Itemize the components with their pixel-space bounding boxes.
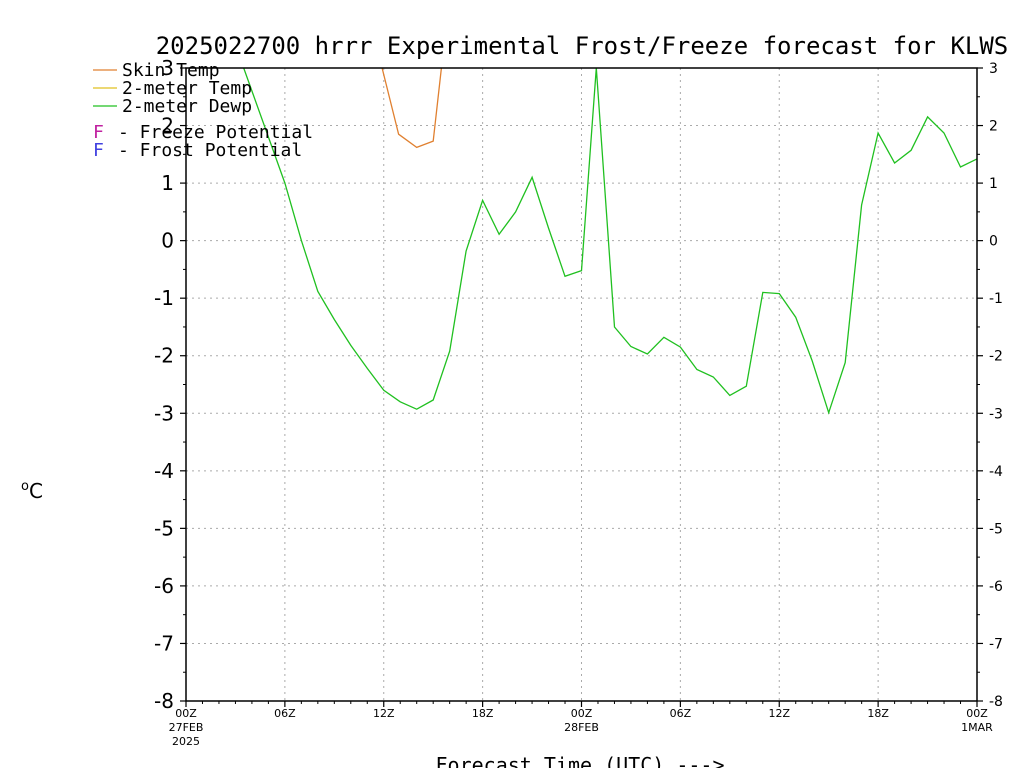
legend-potential-marker: F xyxy=(93,140,104,161)
y-tick-label-right: 1 xyxy=(989,176,998,192)
x-tick-label: 00Z xyxy=(966,707,988,720)
x-tick-label: 18Z xyxy=(867,707,889,720)
y-tick-label-left: -2 xyxy=(154,344,174,368)
y-tick-label-left: -3 xyxy=(154,401,174,425)
y-tick-label-left: -7 xyxy=(154,631,174,655)
y-tick-label-left: 2 xyxy=(161,114,174,138)
x-tick-label: 12Z xyxy=(768,707,790,720)
grid xyxy=(186,68,977,701)
x-axis-label: Forecast Time (UTC) ---> xyxy=(436,753,725,768)
y-tick-label-left: 1 xyxy=(161,171,174,195)
series-line-2-meter-dewp xyxy=(243,68,977,415)
x-tick-label: 06Z xyxy=(274,707,296,720)
x-tick-date: 27FEB xyxy=(169,721,204,734)
series-line-skin-temp xyxy=(381,68,443,149)
y-tick-label-right: 0 xyxy=(989,234,998,250)
y-tick-label-right: -8 xyxy=(989,694,1003,710)
legend-potential-label: - Frost Potential xyxy=(118,140,302,161)
y-tick-label-right: -5 xyxy=(989,521,1003,537)
y-axis-label: oC xyxy=(21,479,43,503)
x-tick-date: 1MAR xyxy=(961,721,993,734)
legend-label: 2-meter Dewp xyxy=(122,96,252,117)
axis-ticks: -8 -8 -7 -7 -6 -6 -5 -5 -4 -4 -3 -3 -2 -2 -1 -1 0 0 1 1 2 2 3 3… xyxy=(154,56,1003,748)
y-tick-label-left: 0 xyxy=(161,229,174,253)
legend-potential-marker: F xyxy=(93,122,104,143)
legend-potential-label: - Freeze Potential xyxy=(118,122,313,143)
legend-label: Skin Temp xyxy=(122,60,220,81)
y-tick-label-left: -5 xyxy=(154,516,174,540)
y-tick-label-right: -3 xyxy=(989,406,1003,422)
y-tick-label-right: 2 xyxy=(989,119,998,135)
y-tick-label-right: -4 xyxy=(989,464,1003,480)
y-tick-label-right: -2 xyxy=(989,349,1003,365)
x-tick-label: 00Z xyxy=(571,707,593,720)
y-tick-label-left: -4 xyxy=(154,459,174,483)
y-tick-label-left: -1 xyxy=(154,286,174,310)
y-tick-label-right: -6 xyxy=(989,579,1003,595)
x-tick-label: 18Z xyxy=(472,707,494,720)
x-tick-label: 12Z xyxy=(373,707,395,720)
legend-label: 2-meter Temp xyxy=(122,78,252,99)
x-tick-label: 00Z xyxy=(175,707,197,720)
y-tick-label-left: -8 xyxy=(154,689,174,713)
x-tick-label: 06Z xyxy=(670,707,692,720)
plot-series xyxy=(243,68,977,415)
chart-title: 2025022700 hrrr Experimental Frost/Freez… xyxy=(156,32,1009,60)
y-tick-label-right: -7 xyxy=(989,636,1003,652)
series-group xyxy=(243,68,977,415)
y-tick-label-right: -1 xyxy=(989,291,1003,307)
y-tick-label-left: 3 xyxy=(161,56,174,80)
x-tick-date: 28FEB xyxy=(564,721,599,734)
plot-frame xyxy=(185,67,978,702)
x-tick-year: 2025 xyxy=(172,735,200,748)
y-tick-label-right: 3 xyxy=(989,61,998,77)
y-tick-label-left: -6 xyxy=(154,574,174,598)
